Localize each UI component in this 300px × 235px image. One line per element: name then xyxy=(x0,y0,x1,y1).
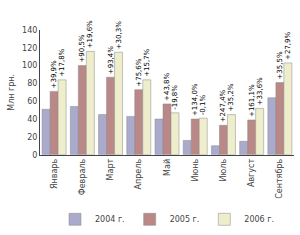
svg-text:+75,6%: +75,6% xyxy=(135,58,143,86)
svg-text:Февраль: Февраль xyxy=(78,159,87,196)
svg-text:+15,7%: +15,7% xyxy=(143,48,151,76)
svg-text:+43,8%: +43,8% xyxy=(163,72,171,100)
svg-text:140: 140 xyxy=(22,26,37,35)
svg-text:60: 60 xyxy=(27,97,37,106)
svg-text:+17,8%: +17,8% xyxy=(58,48,66,76)
svg-text:40: 40 xyxy=(27,115,37,124)
svg-text:Март: Март xyxy=(106,159,115,181)
svg-text:Январь: Январь xyxy=(50,159,59,189)
svg-text:+30,3%: +30,3% xyxy=(115,21,123,49)
svg-text:100: 100 xyxy=(22,61,37,70)
svg-text:+27,9%: +27,9% xyxy=(284,31,292,59)
svg-text:Июль: Июль xyxy=(219,159,228,182)
svg-text:+39,9%: +39,9% xyxy=(50,60,58,88)
svg-text:0: 0 xyxy=(32,150,37,159)
svg-text:-19,8%: -19,8% xyxy=(171,85,179,110)
svg-text:2005 г.: 2005 г. xyxy=(170,215,200,224)
svg-text:2004 г.: 2004 г. xyxy=(95,215,125,224)
svg-text:Апрель: Апрель xyxy=(134,159,143,190)
svg-text:+35,5%: +35,5% xyxy=(276,51,284,79)
svg-text:Июнь: Июнь xyxy=(191,159,200,182)
svg-text:-0,1%: -0,1% xyxy=(199,95,207,116)
svg-text:+19,6%: +19,6% xyxy=(86,20,94,48)
svg-text:Млн грн.: Млн грн. xyxy=(7,74,16,111)
svg-text:2006 г.: 2006 г. xyxy=(244,215,274,224)
svg-text:Сентябрь: Сентябрь xyxy=(275,159,284,199)
svg-text:+35,2%: +35,2% xyxy=(227,83,235,111)
svg-text:+90,5%: +90,5% xyxy=(78,34,86,62)
svg-text:80: 80 xyxy=(27,79,37,88)
svg-text:+161,1%: +161,1% xyxy=(248,84,256,117)
svg-text:+134,0%: +134,0% xyxy=(191,83,199,116)
svg-text:Май: Май xyxy=(163,159,172,176)
svg-text:120: 120 xyxy=(22,44,37,53)
svg-text:+93,4%: +93,4% xyxy=(107,46,115,74)
svg-text:20: 20 xyxy=(27,133,37,142)
svg-text:+247,4%: +247,4% xyxy=(219,89,227,122)
svg-text:Август: Август xyxy=(247,159,256,188)
svg-text:+33,6%: +33,6% xyxy=(256,77,264,105)
